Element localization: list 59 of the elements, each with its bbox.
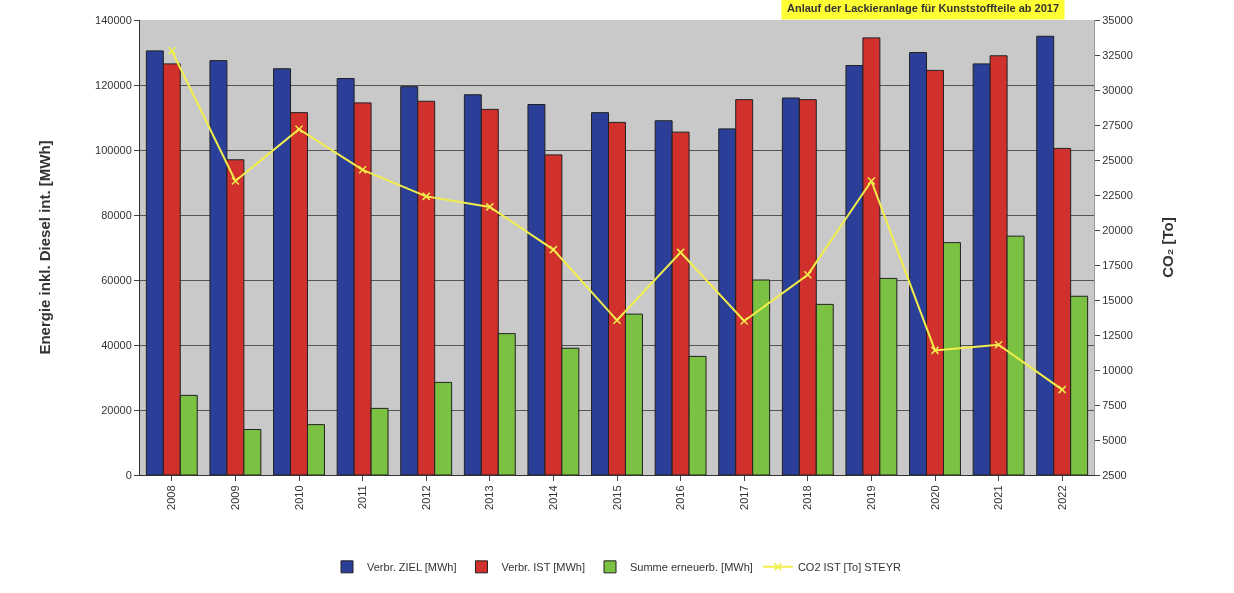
point [803,270,813,280]
x-tick-label: 2018 [801,485,814,510]
point [612,316,622,325]
point [167,46,177,56]
point [358,165,367,175]
point [549,245,558,254]
x-tick-label: 2013 [483,485,496,510]
legend-label: CO2 IST [To] STEYR [797,561,902,574]
point [485,202,495,212]
y-tick-label: 120000 [95,78,132,91]
y-tick-label: 100000 [95,143,132,156]
legend-label: Verbr. IST [MWh] [501,561,585,574]
x-tick-label: 2011 [356,485,369,510]
x-tick-label: 2010 [292,485,305,510]
x-tick-label: 2016 [674,485,687,510]
y-tick-label: 20000 [101,403,132,416]
point [421,192,431,201]
point [1057,385,1067,394]
x-tick-label: 2015 [610,485,623,510]
text: Anlauf der Lackieranlage für Kunststoffteile ab 2017 [787,2,1060,14]
y-axis-title: Energie inkl. Diesel int. [MWh] [36,140,54,355]
point [294,124,304,134]
y-tick-label: 60000 [101,273,132,286]
point [231,176,240,186]
y-tick-label: 140000 [95,13,132,26]
x-tick-label: 2019 [864,485,877,510]
y2-tick-label: 27500 [1102,118,1133,131]
point [930,346,940,355]
y2-tick-label: 5000 [1102,433,1127,446]
y2-tick-label: 15000 [1102,293,1133,306]
y-tick-label: 80000 [101,208,132,221]
legend-label: Summe erneuerb. [MWh] [630,561,753,574]
x-tick-label: 2009 [228,485,241,510]
point [739,316,749,326]
y2-tick-label: 20000 [1102,223,1133,236]
y-tick-label: 40000 [101,338,132,351]
x-tick-label: 2022 [1055,485,1068,510]
x-tick-label: 2017 [737,485,750,510]
point [867,176,876,186]
x-tick-label: 2008 [165,485,178,510]
x-tick-label: 2014 [546,485,559,510]
y2-tick-label: 17500 [1102,258,1133,271]
y2-tick-label: 35000 [1102,13,1133,26]
y2-tick-label: 32500 [1102,48,1133,61]
x-tick-label: 2021 [992,485,1005,510]
point [676,248,685,257]
x-tick-label: 2020 [928,485,941,510]
y2-tick-label: 2500 [1102,468,1127,481]
y-tick-label: 0 [125,468,132,481]
x-tick-label: 2012 [419,485,432,510]
y2-tick-label: 10000 [1102,363,1133,376]
y2-tick-label: 25000 [1102,153,1133,166]
y2-tick-label: 12500 [1102,328,1133,341]
y2-tick-label: 7500 [1102,398,1127,411]
y2-tick-label: 30000 [1102,83,1133,96]
legend-label: Verbr. ZIEL [MWh] [367,561,457,574]
point [994,340,1003,350]
y2-axis-title: CO₂ [To] [1158,217,1176,278]
y2-tick-label: 22500 [1102,188,1133,201]
